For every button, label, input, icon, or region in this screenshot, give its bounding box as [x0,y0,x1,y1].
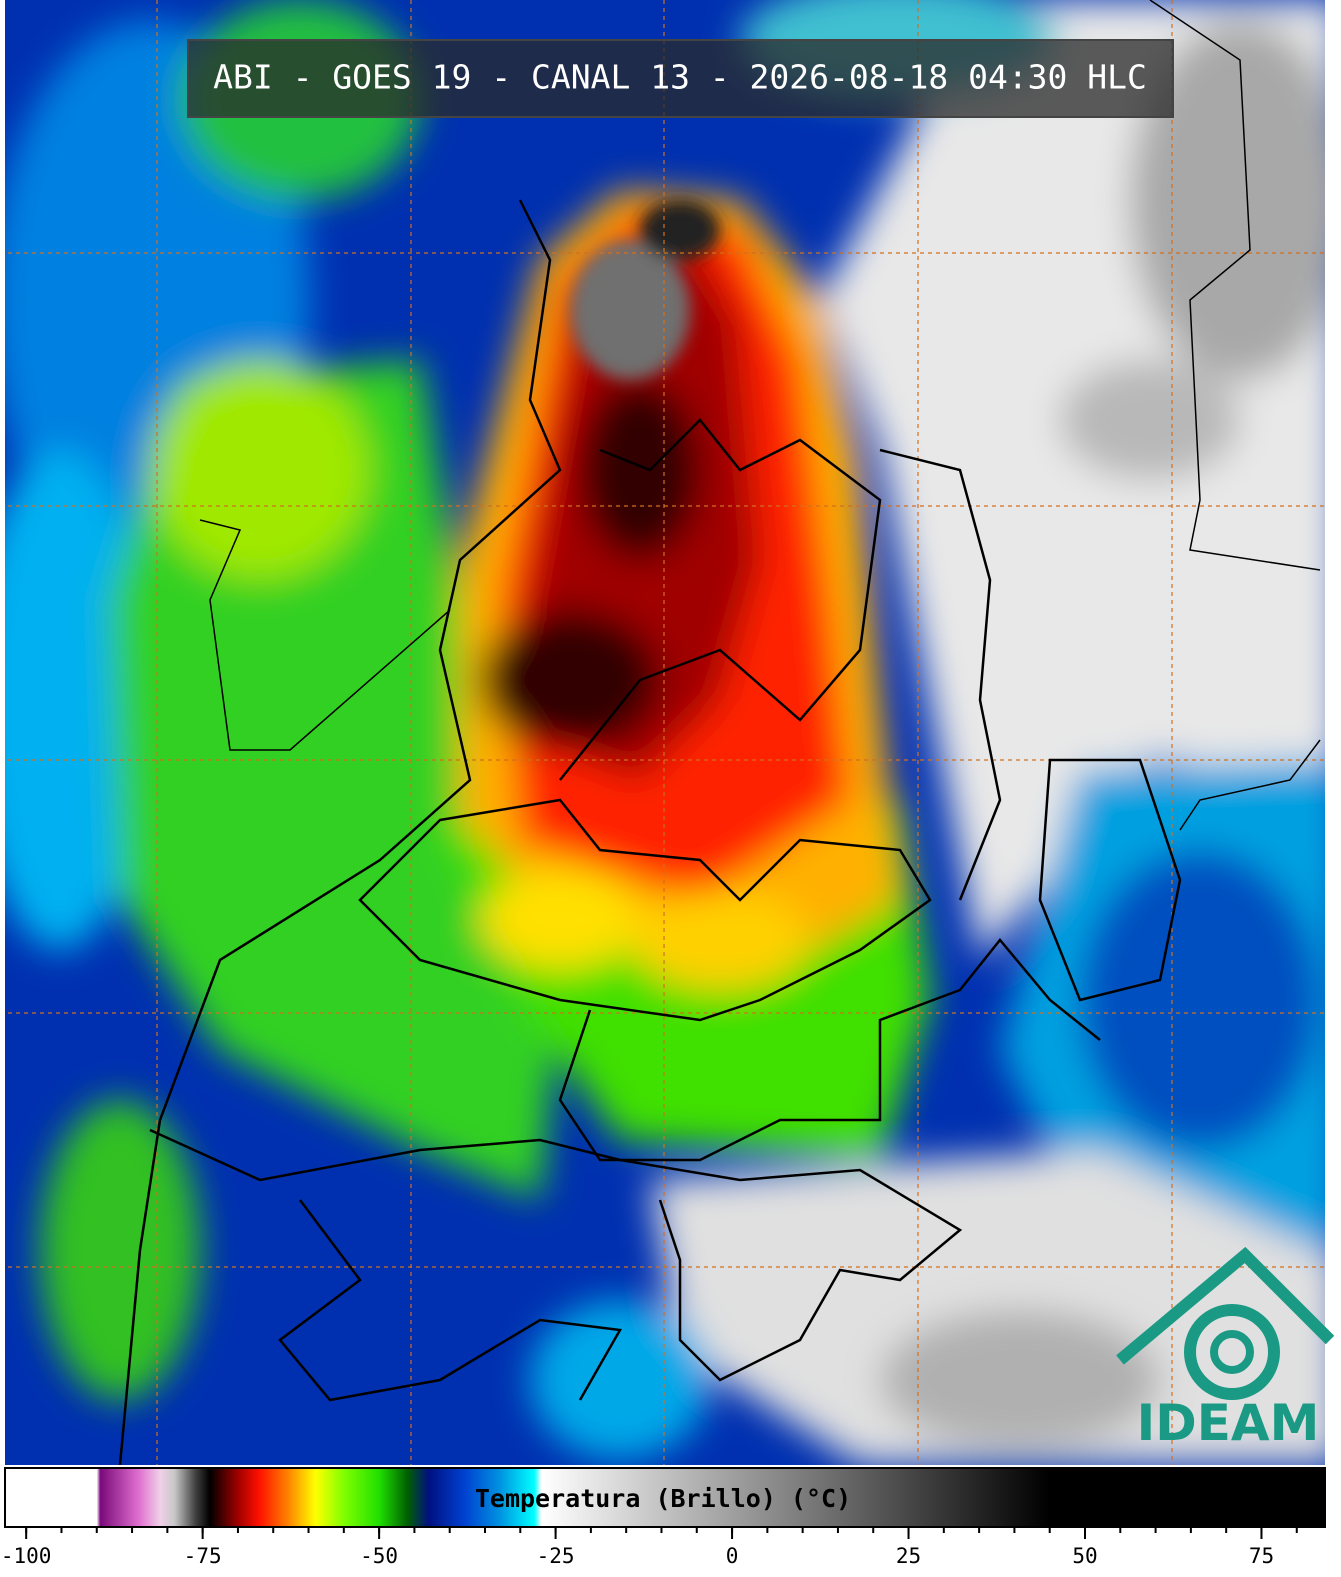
tick-label: -75 [184,1544,222,1568]
tick-label: -50 [360,1544,398,1568]
title: ABI - GOES 19 - CANAL 13 - 2026-08-18 04… [213,58,1147,97]
tick-label: -100 [1,1544,52,1568]
tick-label: -25 [537,1544,575,1568]
tick-label: 0 [726,1544,739,1568]
tick-label: 75 [1249,1544,1274,1568]
tick-label: 50 [1072,1544,1097,1568]
borders [118,0,1321,1465]
satellite-image [5,0,1325,1465]
tick-label: 25 [896,1544,921,1568]
logo-text: IDEAM [1137,1394,1320,1452]
colorbar: Temperatura (Brillo) (°C) -100 -75 -50 -25 0 2… [1,1467,1326,1568]
title-box [187,39,1174,118]
colorbar-fill [4,1467,1326,1528]
colorbar-label: Temperatura (Brillo) (°C) [475,1484,851,1513]
logo: IDEAM [1116,1246,1335,1452]
